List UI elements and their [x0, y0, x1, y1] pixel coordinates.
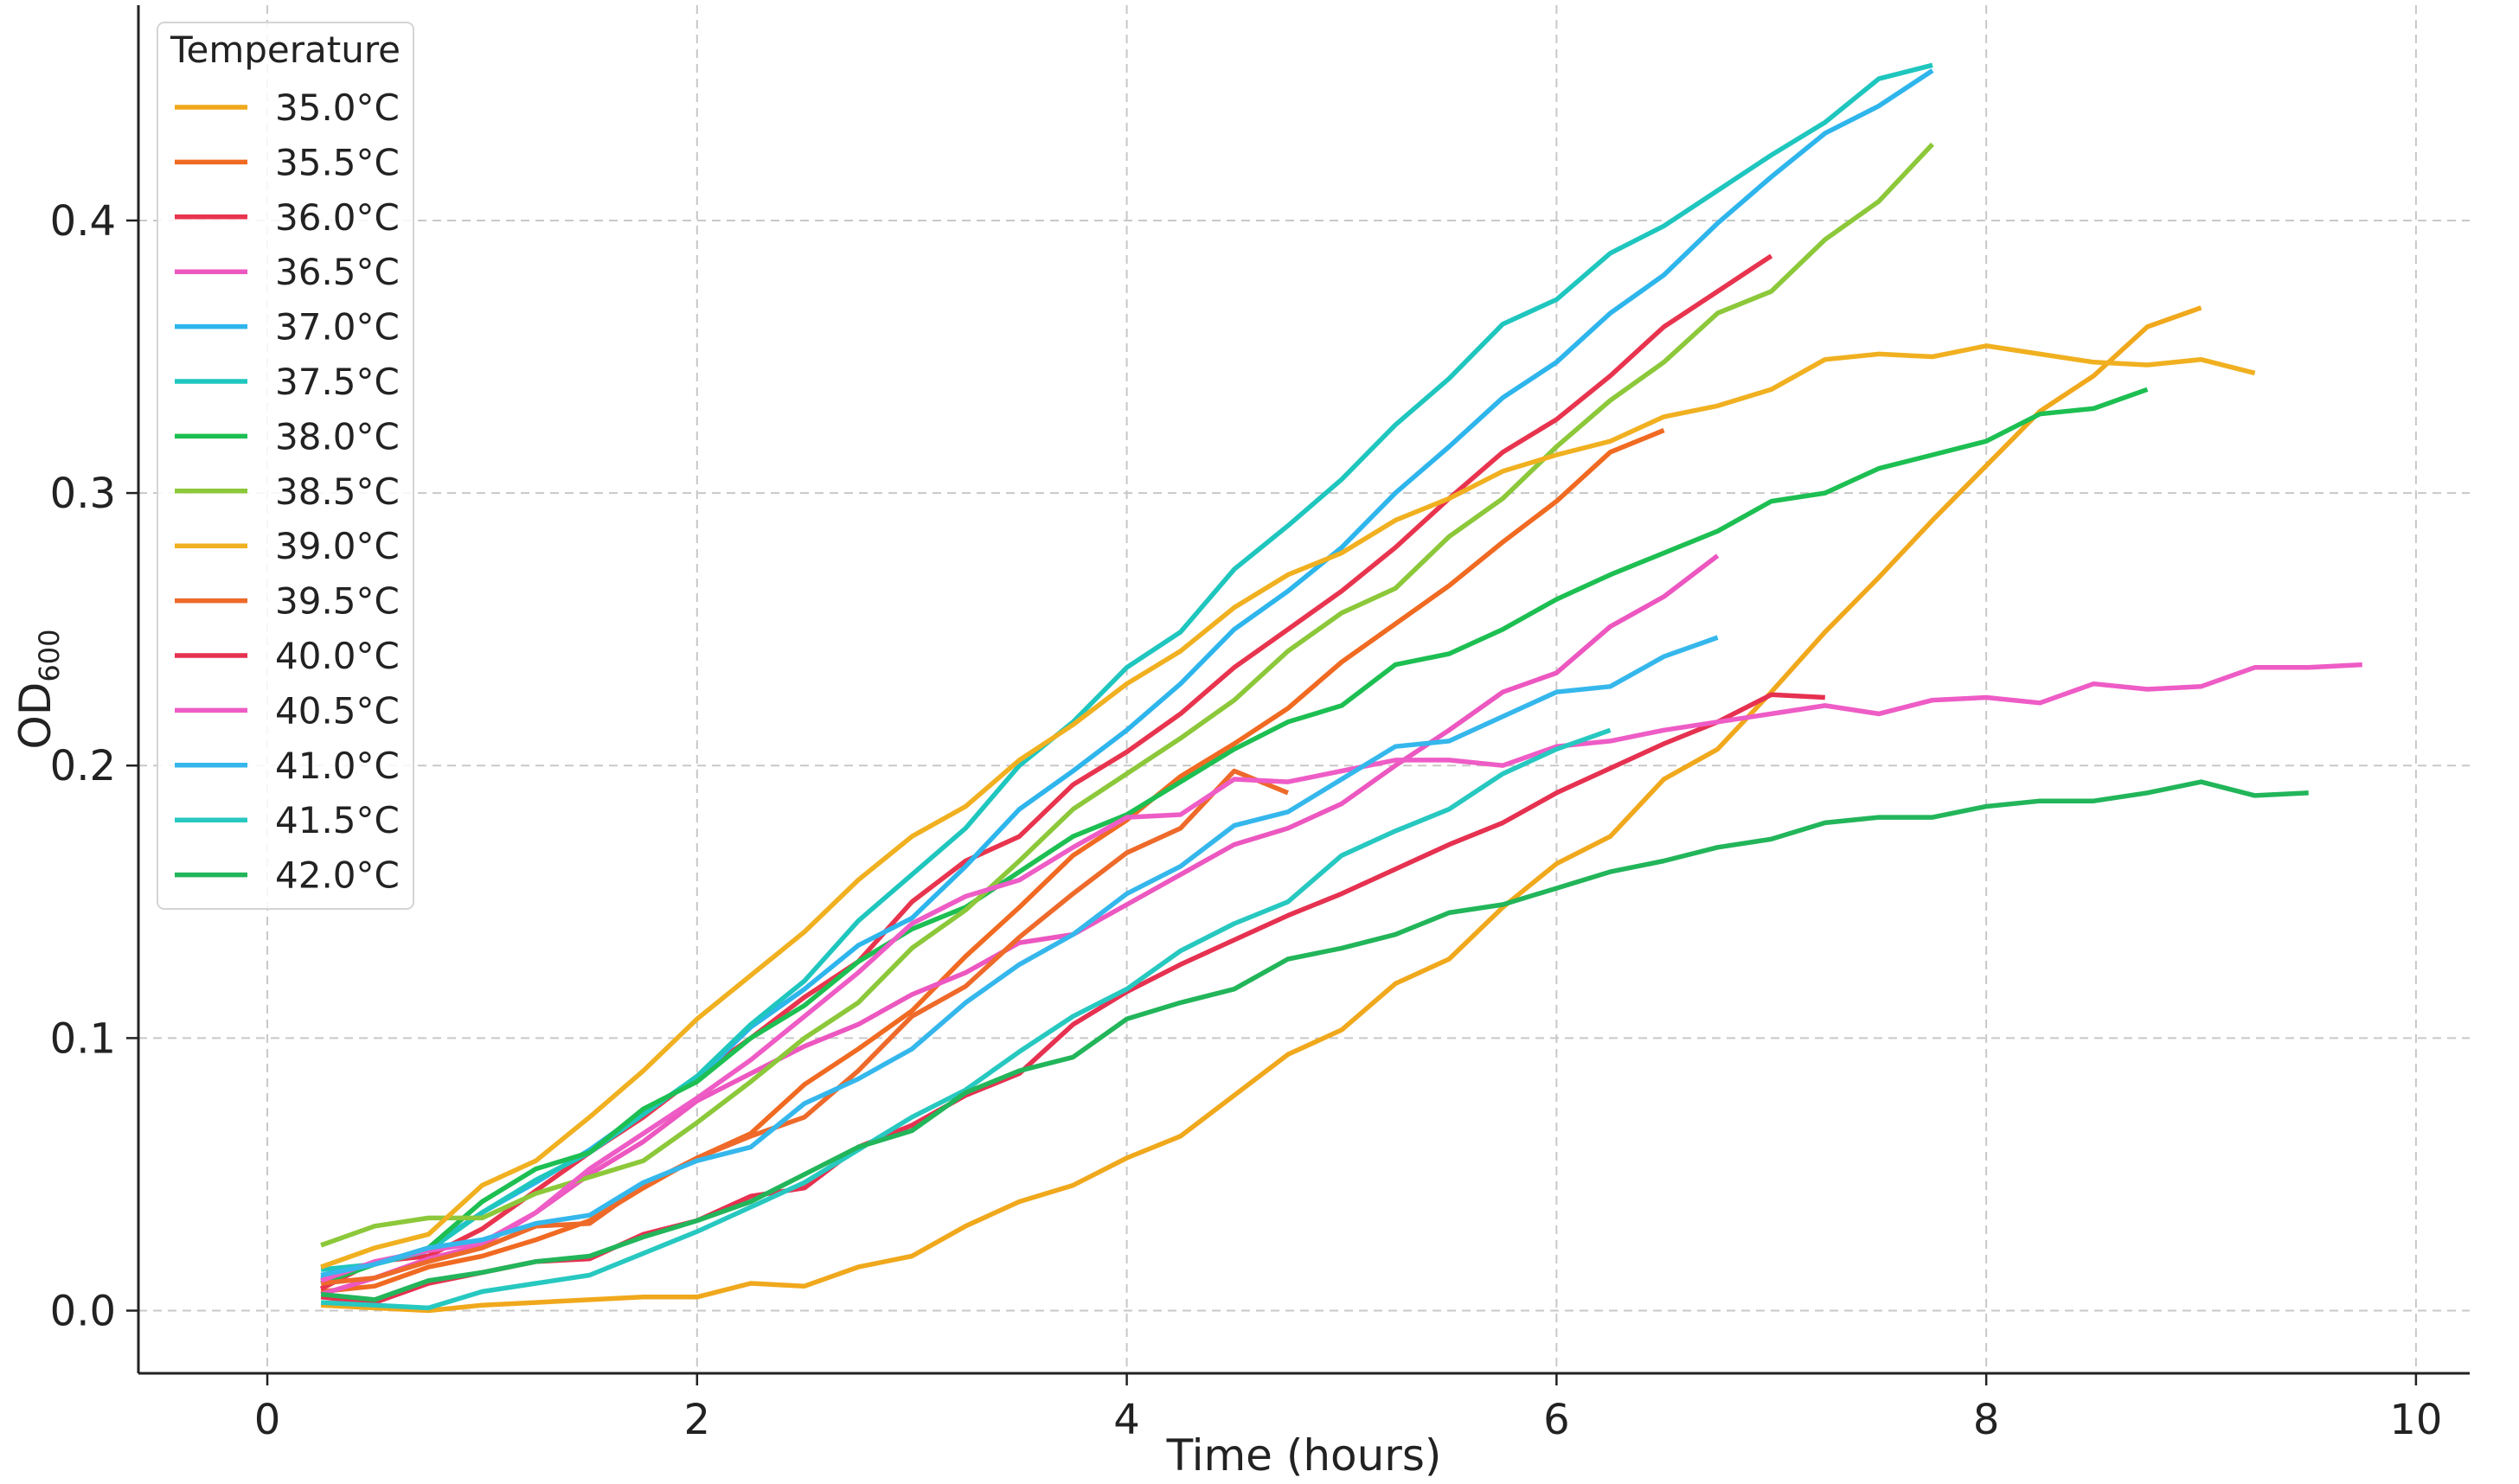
- series-lines: [319, 62, 2362, 1314]
- legend-items: 35.0°C 35.5°C 36.0°C 36.5°C 37.0°C 37.5°C 38.0…: [175, 86, 400, 897]
- x-tick-label: 2: [684, 1396, 711, 1444]
- series-line-35-5: [320, 428, 1665, 1295]
- legend-item: 38.0°C: [175, 415, 400, 457]
- x-tick-label: 8: [1973, 1396, 2000, 1444]
- legend-label: 39.5°C: [275, 580, 400, 623]
- legend-label: 40.0°C: [275, 635, 400, 677]
- legend-title: Temperature: [170, 29, 401, 71]
- legend-label: 37.5°C: [275, 361, 400, 403]
- y-tick-label: 0.3: [50, 470, 116, 518]
- legend-box: [157, 22, 414, 910]
- legend-item: 37.0°C: [175, 306, 400, 349]
- y-tick-label: 0.1: [50, 1014, 116, 1063]
- y-tick-label: 0.2: [50, 742, 116, 790]
- series-line-39-5: [320, 768, 1289, 1286]
- y-axis-label: OD600: [10, 630, 66, 750]
- legend-item: 35.0°C: [175, 86, 400, 129]
- x-tick-label: 4: [1113, 1396, 1140, 1444]
- legend-item: 40.0°C: [175, 635, 400, 677]
- legend-label: 38.0°C: [275, 415, 400, 457]
- tick-marks: 0 2 4 6 8 10 0.0 0.1 0.2 0.3 0.4: [50, 197, 2443, 1444]
- series-line-38-5: [320, 142, 1935, 1248]
- legend-label: 36.5°C: [275, 251, 400, 293]
- legend-item: 39.5°C: [175, 580, 400, 623]
- series-line-41-5: [320, 727, 1612, 1311]
- series-line-40-5: [320, 662, 2362, 1283]
- legend-label: 41.0°C: [275, 745, 400, 787]
- legend-item: 40.5°C: [175, 689, 400, 732]
- legend-label: 40.5°C: [275, 689, 400, 732]
- grid-lines: [138, 5, 2470, 1373]
- y-axis-label-main: OD: [10, 682, 61, 750]
- legend-label: 41.5°C: [275, 799, 400, 841]
- legend-item: 36.0°C: [175, 196, 400, 239]
- series-line-39-0: [320, 343, 2256, 1270]
- x-tick-label: 0: [254, 1396, 281, 1444]
- x-axis-label: Time (hours): [1166, 1430, 1442, 1481]
- x-tick-label: 10: [2389, 1396, 2442, 1444]
- series-line-35-0: [320, 305, 2202, 1314]
- legend-label: 36.0°C: [275, 196, 400, 239]
- legend-item: 38.5°C: [175, 470, 400, 513]
- legend-label: 35.5°C: [275, 141, 400, 183]
- legend-label: 42.0°C: [275, 854, 400, 897]
- legend-label: 35.0°C: [275, 86, 400, 129]
- series-line-36-0: [319, 253, 1773, 1291]
- y-axis-label-subscript: 600: [33, 630, 66, 682]
- legend: Temperature 35.0°C 35.5°C 36.0°C 36.5°C 37.0…: [157, 22, 414, 910]
- legend-item: 42.0°C: [175, 854, 400, 897]
- legend-label: 39.0°C: [275, 525, 400, 567]
- y-tick-label: 0.0: [50, 1288, 116, 1336]
- legend-label: 38.5°C: [275, 470, 400, 513]
- axes: [137, 5, 2470, 1375]
- legend-item: 39.0°C: [175, 525, 400, 567]
- series-line-41-0: [320, 635, 1719, 1278]
- series-line-42-0: [320, 779, 2309, 1302]
- legend-item: 37.5°C: [175, 361, 400, 403]
- legend-item: 35.5°C: [175, 141, 400, 183]
- legend-item: 36.5°C: [175, 251, 400, 293]
- y-tick-label: 0.4: [50, 197, 116, 246]
- series-line-38-0: [320, 387, 2149, 1286]
- legend-item: 41.5°C: [175, 799, 400, 841]
- x-tick-label: 6: [1543, 1396, 1570, 1444]
- legend-label: 37.0°C: [275, 306, 400, 349]
- legend-item: 41.0°C: [175, 745, 400, 787]
